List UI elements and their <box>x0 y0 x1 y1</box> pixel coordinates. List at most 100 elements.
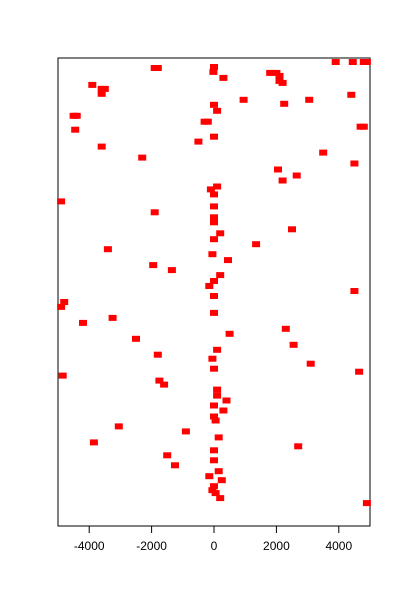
data-point <box>211 417 220 424</box>
x-tick-label: 0 <box>211 539 218 553</box>
data-point <box>132 335 140 342</box>
data-point <box>150 209 159 216</box>
data-point <box>57 303 66 310</box>
data-point <box>210 483 218 490</box>
x-tick-label: -4000 <box>74 539 105 553</box>
data-point <box>355 368 364 375</box>
data-point <box>306 360 315 367</box>
data-point <box>205 473 214 480</box>
data-point <box>210 133 218 140</box>
data-point <box>211 490 220 497</box>
data-point <box>210 309 218 316</box>
data-point <box>219 74 228 81</box>
data-point <box>100 85 109 92</box>
data-point <box>213 386 222 393</box>
data-point <box>213 183 222 190</box>
data-point <box>208 355 217 362</box>
data-point <box>275 72 284 79</box>
data-point <box>294 443 303 450</box>
data-point <box>60 299 69 305</box>
data-point <box>305 96 314 103</box>
data-point <box>292 172 301 179</box>
data-point <box>149 262 158 269</box>
data-point <box>97 90 106 97</box>
data-point <box>171 462 179 469</box>
data-point <box>163 452 172 459</box>
data-point <box>153 351 162 358</box>
data-point <box>167 267 176 274</box>
data-point <box>331 59 340 65</box>
data-point <box>210 365 218 372</box>
data-point <box>210 191 218 198</box>
data-point <box>108 314 117 321</box>
data-point <box>58 372 67 379</box>
data-point <box>89 439 98 446</box>
points-layer <box>57 59 371 507</box>
data-point <box>350 160 359 167</box>
x-tick-label: -2000 <box>136 539 167 553</box>
data-point <box>210 203 218 210</box>
data-point <box>210 402 218 409</box>
data-point <box>359 123 368 130</box>
data-point <box>362 500 371 507</box>
data-point <box>239 96 248 103</box>
data-point <box>266 69 275 76</box>
data-point <box>216 495 225 502</box>
data-point <box>114 423 123 430</box>
data-point <box>217 477 226 484</box>
data-point <box>103 246 112 253</box>
data-point <box>206 186 215 193</box>
data-point <box>214 434 223 441</box>
data-point <box>57 198 66 205</box>
data-point <box>362 59 371 65</box>
data-point <box>216 230 225 237</box>
data-point <box>153 65 162 71</box>
data-point <box>213 346 222 353</box>
data-point <box>278 79 287 86</box>
x-tick-label: 2000 <box>263 539 290 553</box>
data-point <box>274 166 282 173</box>
data-point <box>208 251 217 258</box>
data-point <box>213 107 222 114</box>
data-point <box>280 100 289 107</box>
data-point <box>205 283 214 289</box>
data-point <box>210 101 218 108</box>
data-point <box>210 293 218 299</box>
data-point <box>348 59 357 65</box>
data-point <box>219 407 228 414</box>
data-point <box>347 91 356 98</box>
data-point <box>210 278 218 284</box>
data-point <box>350 288 359 294</box>
x-tick-label: 4000 <box>325 539 352 553</box>
data-point <box>224 257 232 264</box>
data-point <box>138 154 147 161</box>
data-point <box>225 330 234 337</box>
data-point <box>181 428 190 435</box>
data-point <box>160 381 169 388</box>
data-point <box>79 319 87 326</box>
data-point <box>319 149 328 156</box>
data-point <box>289 341 298 348</box>
data-point <box>203 118 212 125</box>
data-point <box>72 112 81 119</box>
data-point <box>210 64 218 70</box>
data-point <box>194 138 203 145</box>
data-point <box>88 81 97 88</box>
data-point <box>210 214 218 221</box>
data-point <box>214 468 223 475</box>
data-point <box>278 177 287 184</box>
data-point <box>281 325 290 332</box>
data-point <box>210 413 218 420</box>
data-point <box>210 219 218 226</box>
data-point <box>209 68 218 75</box>
data-point <box>222 397 231 404</box>
data-point <box>210 447 218 454</box>
data-point <box>216 272 225 279</box>
data-point <box>210 457 218 464</box>
data-point <box>210 236 218 243</box>
data-point <box>155 377 164 384</box>
data-point <box>97 143 106 150</box>
data-point <box>71 126 80 133</box>
